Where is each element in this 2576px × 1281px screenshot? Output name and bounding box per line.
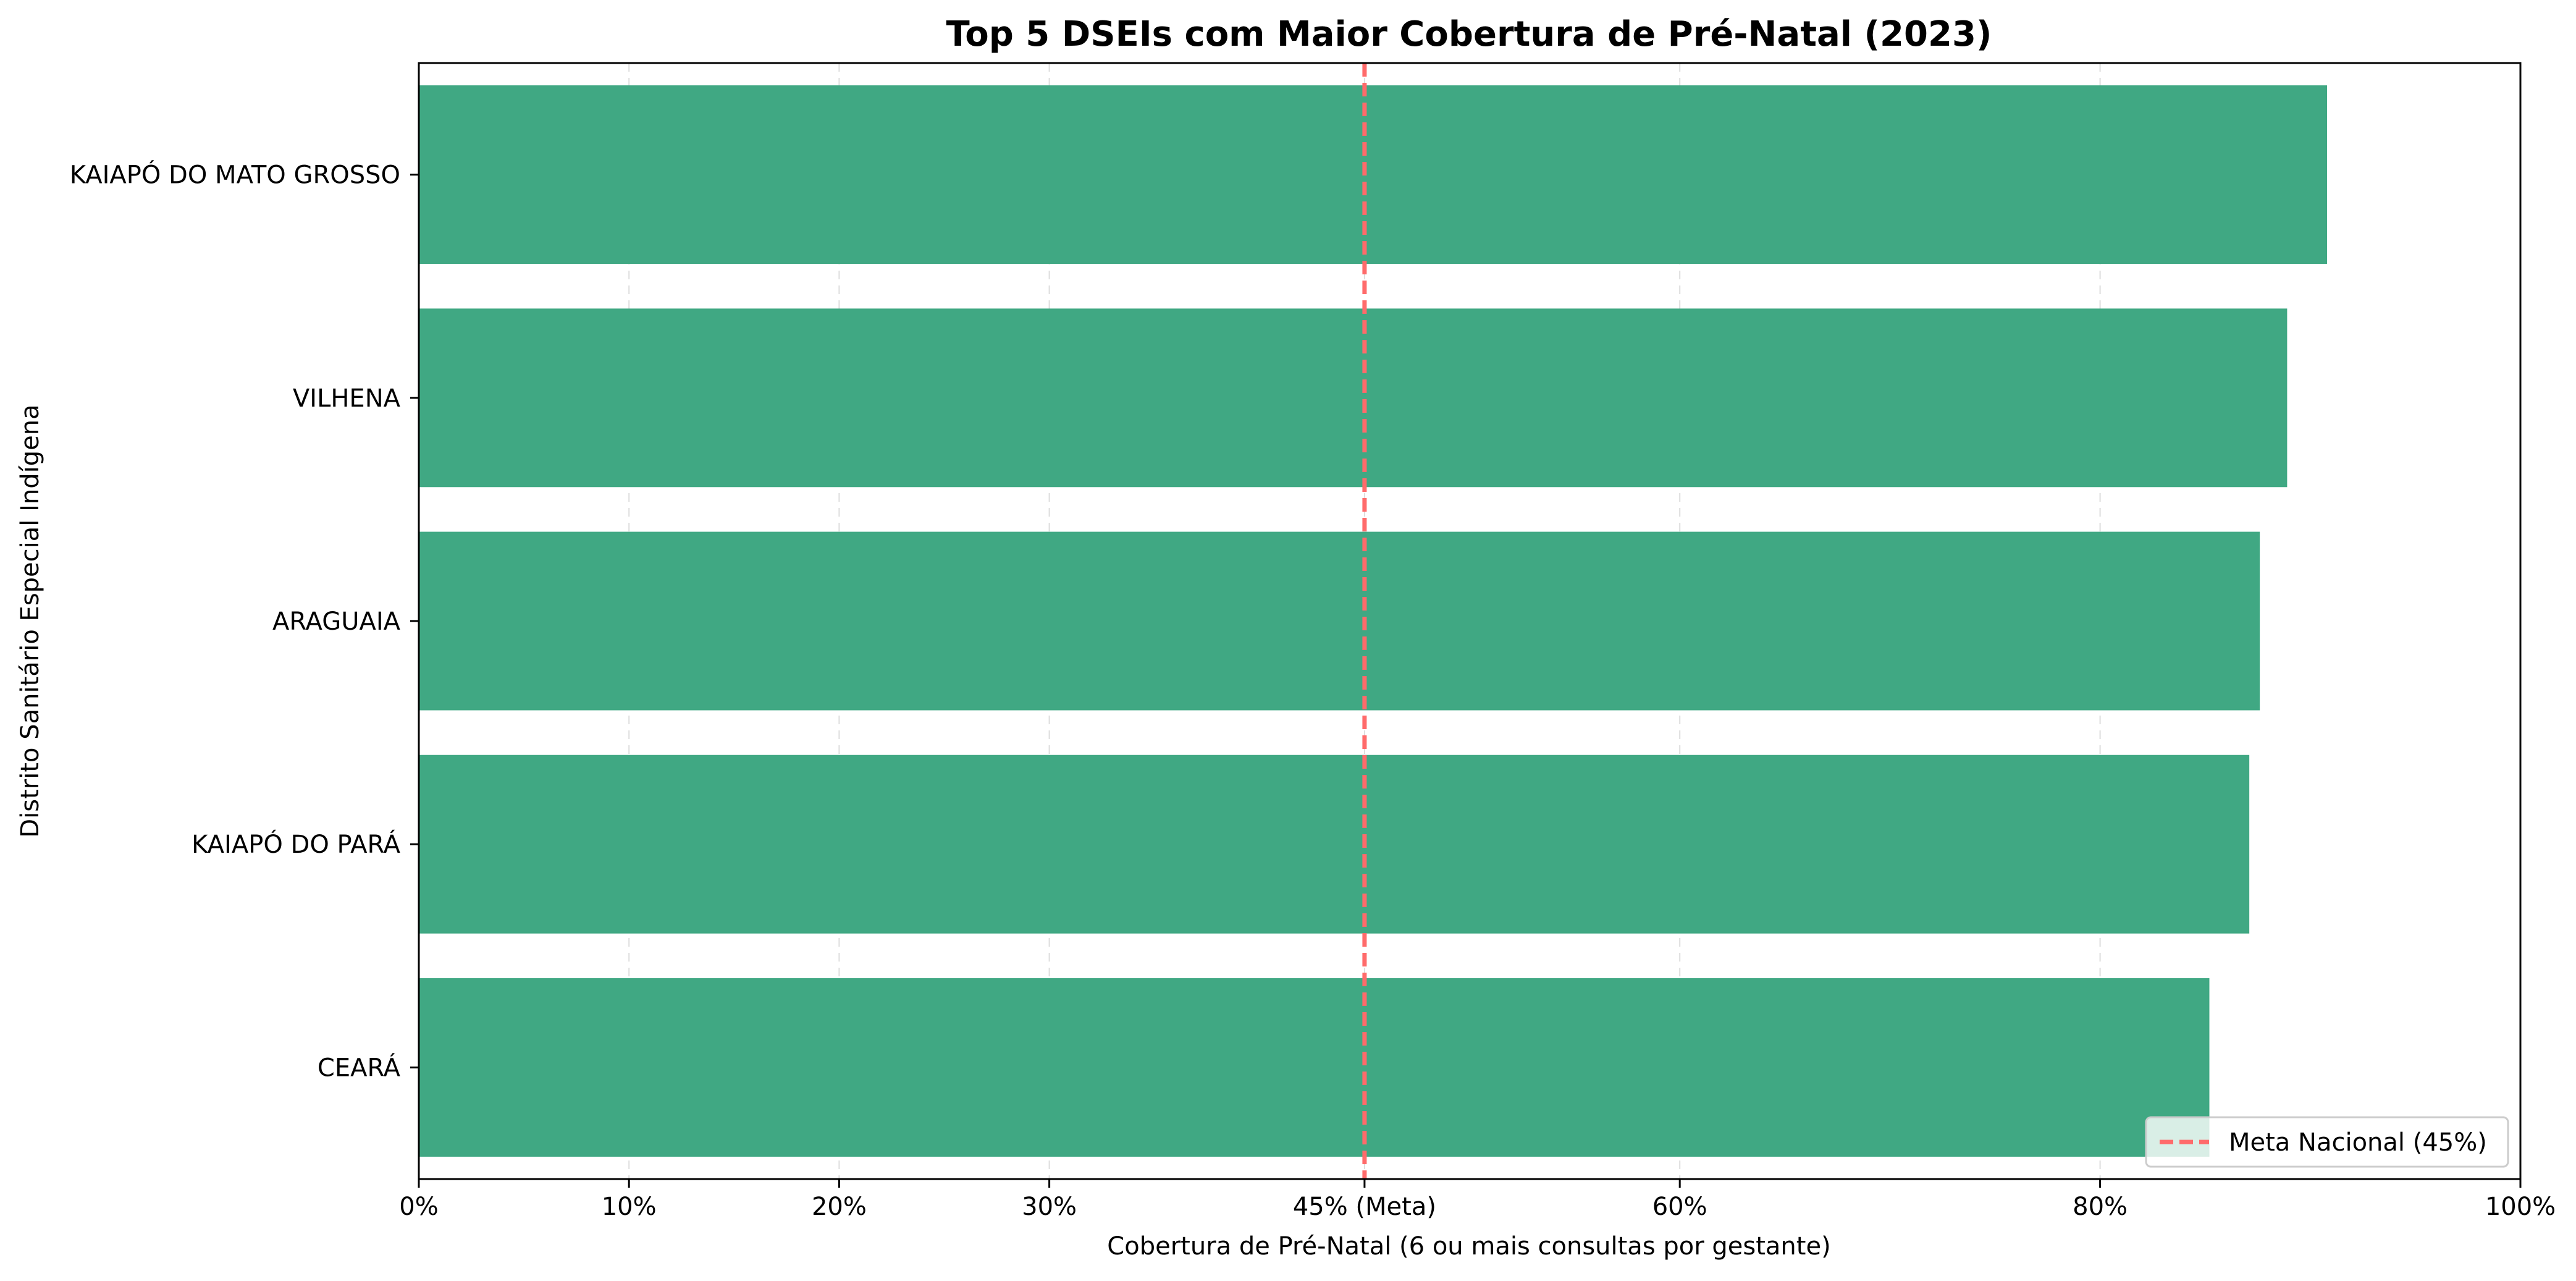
bar <box>419 978 2210 1157</box>
x-tick-label: 100% <box>2485 1193 2556 1221</box>
bar <box>419 755 2250 934</box>
bars-layer <box>419 85 2328 1157</box>
x-tick-label: 80% <box>2073 1193 2128 1221</box>
x-tick-label: 0% <box>399 1193 438 1221</box>
y-tick-label: CEARÁ <box>318 1052 401 1082</box>
y-axis-label: Distrito Sanitário Especial Indígena <box>16 404 44 837</box>
x-tick-label: 10% <box>602 1193 657 1221</box>
y-tick-label: KAIAPÓ DO MATO GROSSO <box>70 160 400 190</box>
y-tick-label: KAIAPÓ DO PARÁ <box>192 829 400 859</box>
legend-label: Meta Nacional (45%) <box>2229 1128 2487 1157</box>
x-tick-label: 60% <box>1652 1193 1707 1221</box>
x-tick-label: 30% <box>1022 1193 1077 1221</box>
ticks-layer: 0% 10% 20% 30% 45% (Meta) 60% 80% 100% KAIAPÓ DO… <box>70 160 2556 1221</box>
bar <box>419 308 2288 488</box>
bar <box>419 531 2260 711</box>
legend: Meta Nacional (45%) <box>2145 1116 2509 1168</box>
x-tick-label: 45% (Meta) <box>1293 1193 1436 1221</box>
chart-title: Top 5 DSEIs com Maior Cobertura de Pré-N… <box>946 14 1992 54</box>
y-tick-label: VILHENA <box>293 384 401 413</box>
legend-box <box>2145 1116 2509 1168</box>
bar <box>419 85 2328 264</box>
y-tick-label: ARAGUAIA <box>272 607 401 636</box>
x-tick-label: 20% <box>812 1193 867 1221</box>
x-axis-label: Cobertura de Pré-Natal (6 ou mais consul… <box>1107 1232 1830 1261</box>
